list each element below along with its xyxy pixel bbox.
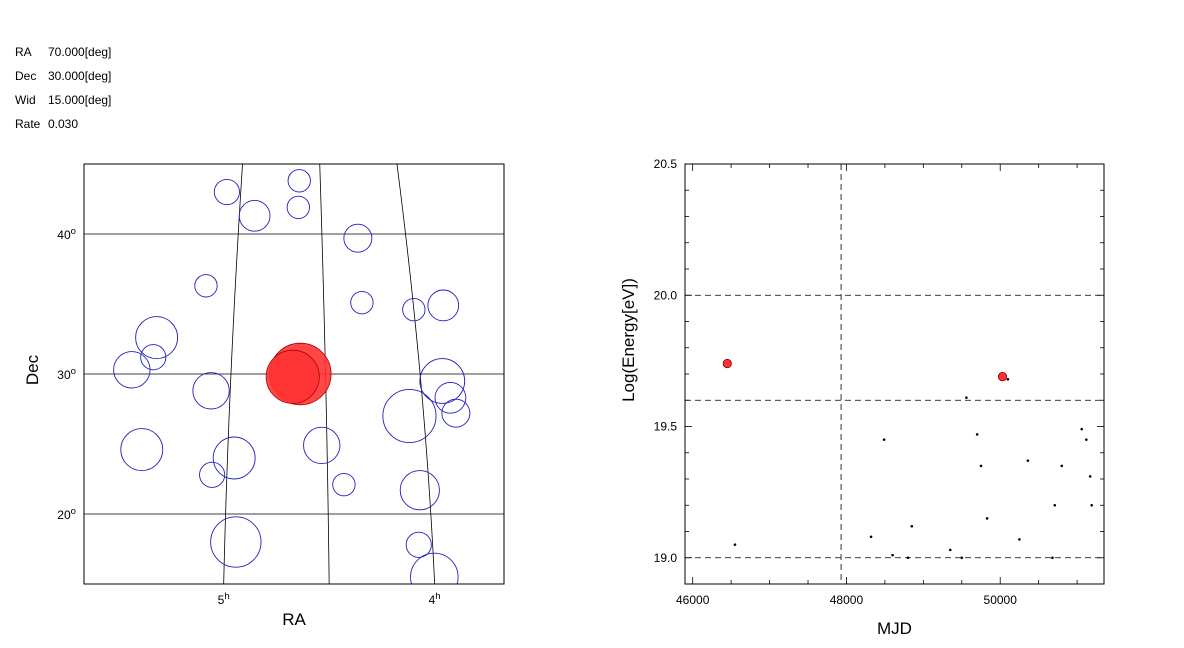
ra-meridian-line bbox=[396, 164, 436, 584]
event-circle bbox=[135, 316, 179, 360]
event-point bbox=[891, 553, 894, 557]
event-point bbox=[1051, 556, 1054, 560]
mjd-tick-label: 50000 bbox=[984, 593, 1018, 607]
event-circle bbox=[140, 344, 167, 371]
event-point bbox=[1018, 538, 1021, 541]
event-circle bbox=[192, 372, 230, 410]
event-circle bbox=[441, 398, 471, 428]
event-point bbox=[1090, 503, 1093, 507]
mjd-tick-label: 46000 bbox=[676, 593, 710, 607]
dec-row: Dec 30.000[deg] bbox=[15, 64, 111, 88]
event-circle bbox=[286, 195, 310, 220]
dec-value: 30.000[deg] bbox=[48, 69, 112, 83]
sky-plot-area bbox=[84, 164, 504, 584]
sky-map-frame bbox=[83, 163, 505, 585]
event-circle bbox=[238, 199, 271, 232]
event-point bbox=[965, 396, 968, 399]
energy-tick-label: 19.5 bbox=[654, 420, 678, 434]
ra-label: RA bbox=[15, 45, 32, 59]
event-circle bbox=[382, 388, 437, 444]
energy-tick-label: 19.0 bbox=[654, 551, 678, 565]
energy-mjd-chart: 46000 48000 50000 19.0 19.5 20.0 20.5 MJD Log(En… bbox=[619, 157, 1105, 638]
mjd-axis-label: MJD bbox=[877, 619, 912, 638]
mjd-tick-label: 48000 bbox=[830, 593, 864, 607]
event-circle bbox=[410, 552, 459, 584]
rate-value: 0.030 bbox=[48, 117, 79, 131]
event-point bbox=[882, 438, 886, 441]
wid-label: Wid bbox=[15, 93, 36, 107]
rate-label: Rate bbox=[15, 117, 41, 131]
rate-row: Rate 0.030 bbox=[15, 112, 111, 136]
dec-tick-label: 40o bbox=[57, 226, 76, 242]
event-circle bbox=[399, 470, 440, 511]
event-point bbox=[960, 556, 964, 560]
highlighted-event-circle bbox=[265, 349, 320, 404]
event-circle bbox=[402, 297, 426, 322]
ra-tick-label: 4h bbox=[429, 591, 441, 607]
event-circle bbox=[332, 472, 356, 497]
event-point bbox=[906, 556, 910, 560]
event-point bbox=[1026, 459, 1030, 462]
event-circle bbox=[434, 381, 467, 414]
event-point bbox=[733, 543, 737, 546]
dec-tick-label: 30o bbox=[57, 366, 76, 382]
event-circle bbox=[405, 531, 432, 558]
event-circle bbox=[419, 358, 466, 404]
ra-tick-label: 5h bbox=[218, 591, 230, 607]
event-point bbox=[948, 548, 952, 552]
event-point bbox=[1085, 438, 1088, 441]
energy-tick-label: 20.5 bbox=[654, 157, 678, 171]
event-circle bbox=[194, 274, 218, 298]
event-circle bbox=[303, 426, 341, 465]
event-circle bbox=[350, 290, 374, 315]
sky-y-axis-label: Dec bbox=[23, 354, 42, 385]
parameter-readout: RA 70.000[deg] Dec 30.000[deg] Wid 15.000[d… bbox=[15, 40, 111, 136]
event-point bbox=[869, 535, 873, 539]
highlighted-event-point bbox=[722, 358, 732, 369]
ra-meridian-line bbox=[223, 164, 243, 584]
event-point bbox=[1088, 475, 1092, 478]
energy-tick-label: 20.0 bbox=[654, 288, 678, 302]
event-circle bbox=[113, 351, 151, 389]
event-point bbox=[910, 524, 914, 528]
event-circle bbox=[210, 516, 262, 568]
dec-label: Dec bbox=[15, 69, 37, 83]
event-point bbox=[985, 517, 989, 520]
highlighted-event-point bbox=[997, 372, 1008, 382]
event-circle bbox=[287, 169, 311, 193]
event-point bbox=[1080, 427, 1084, 431]
event-circle bbox=[199, 461, 226, 488]
ra-row: RA 70.000[deg] bbox=[15, 40, 111, 64]
dec-tick-label: 20o bbox=[57, 506, 76, 522]
event-point bbox=[1060, 464, 1064, 468]
wid-row: Wid 15.000[deg] bbox=[15, 88, 111, 112]
sky-x-axis-label: RA bbox=[282, 610, 306, 629]
event-circle bbox=[213, 178, 240, 206]
event-point bbox=[1006, 377, 1010, 381]
energy-plot-frame bbox=[684, 163, 1105, 585]
event-circle bbox=[212, 436, 256, 480]
event-point bbox=[979, 464, 983, 468]
sky-map-chart: 5h 4h 40o 30o 20o RA Dec bbox=[23, 163, 505, 629]
wid-value: 15.000[deg] bbox=[48, 93, 112, 107]
event-circle bbox=[343, 223, 373, 253]
event-circle bbox=[120, 428, 164, 472]
event-point bbox=[1053, 503, 1057, 507]
event-point bbox=[975, 433, 979, 436]
energy-axis-label: Log(Energy[eV]) bbox=[619, 278, 638, 402]
ra-value: 70.000[deg] bbox=[48, 45, 112, 59]
event-circle bbox=[427, 289, 460, 322]
